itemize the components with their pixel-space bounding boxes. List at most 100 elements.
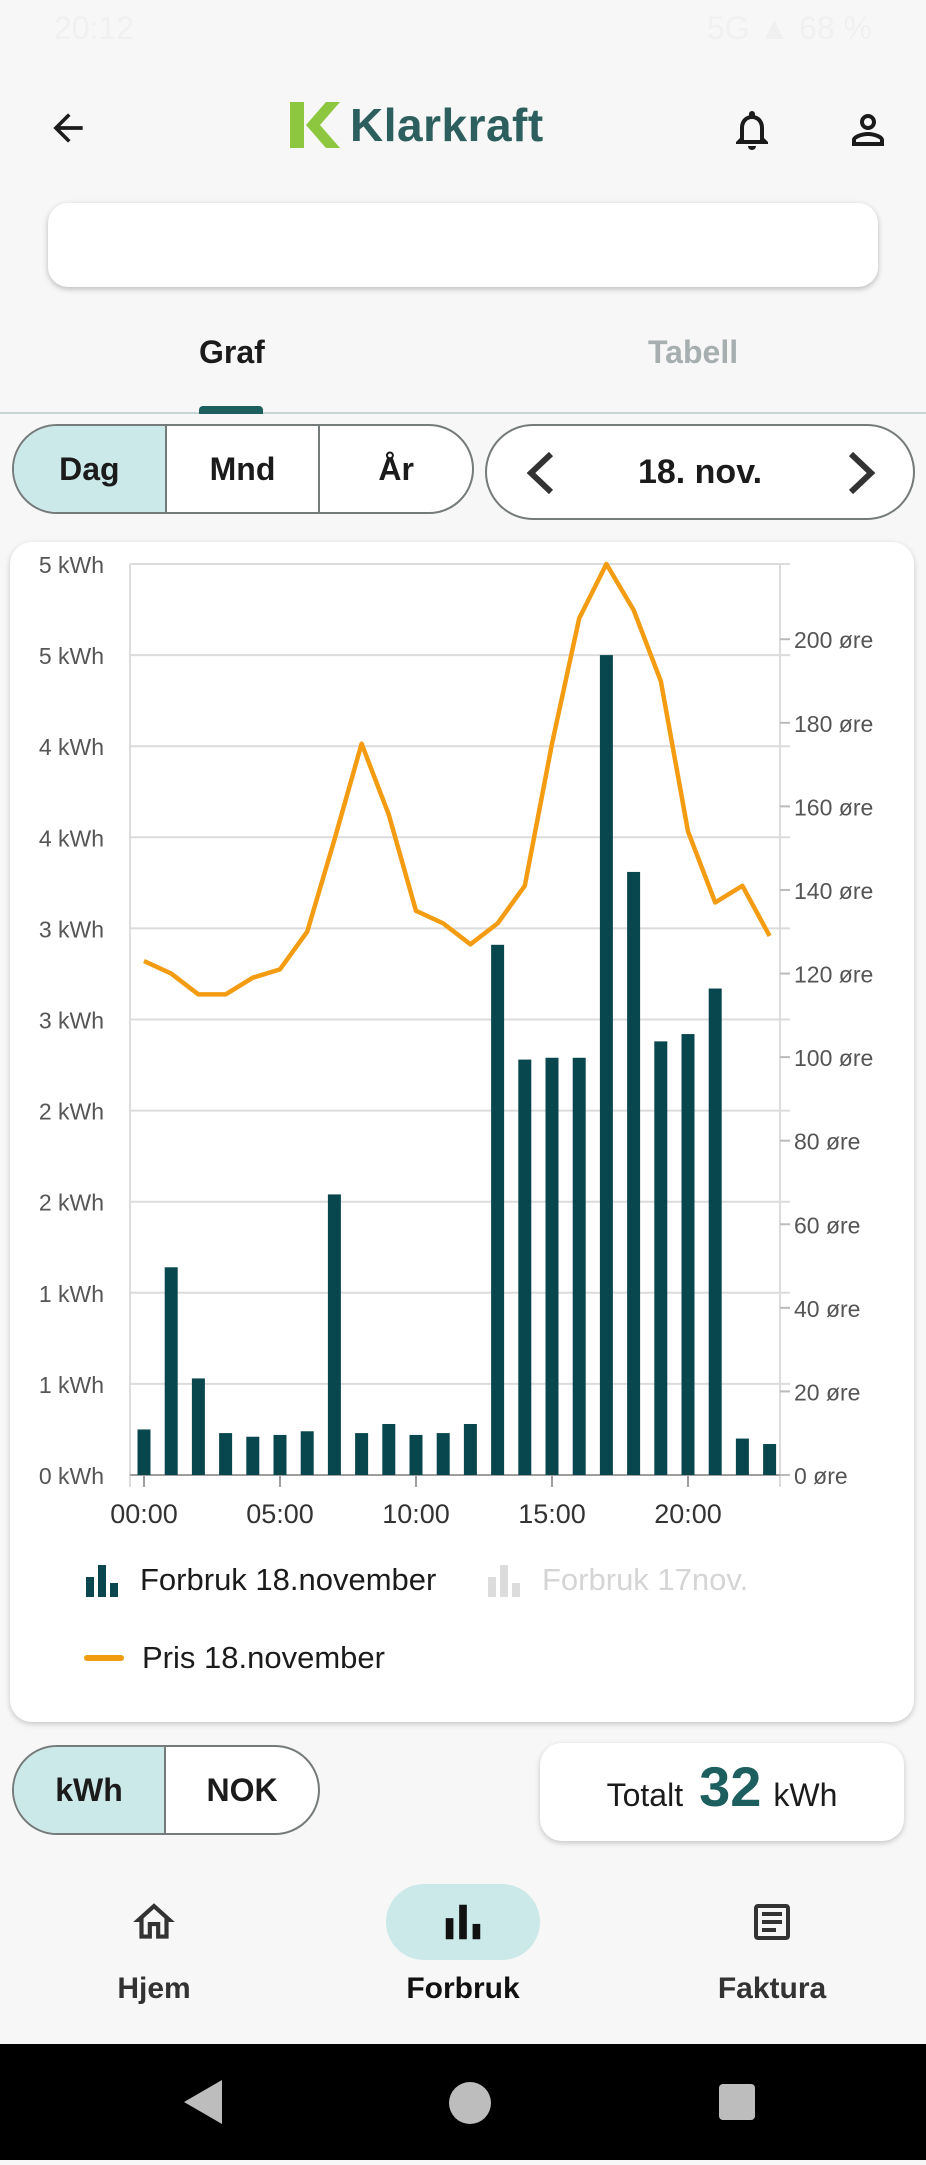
y-tick-label: 3 kWh xyxy=(39,916,104,942)
bar-chart-icon xyxy=(488,1565,520,1597)
nav-usage-label: Forbruk xyxy=(406,1972,520,2005)
usage-bar xyxy=(735,1438,749,1475)
previous-date-button[interactable] xyxy=(515,448,565,498)
y-tick-label: 5 kWh xyxy=(39,552,104,578)
y2-tick-label: 200 øre xyxy=(794,627,873,653)
app-header: Klarkraft xyxy=(0,60,926,190)
system-home-icon[interactable] xyxy=(449,2082,491,2124)
legend-label-usage-yesterday: Forbruk 17nov. xyxy=(542,1562,749,1597)
nav-usage[interactable]: Forbruk xyxy=(343,1860,583,2006)
y-tick-label: 4 kWh xyxy=(39,734,104,760)
price-line xyxy=(143,561,772,997)
y2-tick-label: 20 øre xyxy=(794,1379,860,1405)
usage-bar xyxy=(627,871,641,1475)
date-navigator: 18. nov. xyxy=(485,424,915,520)
bottom-navigation: Hjem Forbruk Faktura xyxy=(0,1860,926,2044)
legend-label-price: Pris 18.november xyxy=(142,1640,385,1675)
usage-bar xyxy=(599,655,613,1475)
tab-graph[interactable]: Graf xyxy=(199,334,265,370)
total-unit: kWh xyxy=(773,1777,838,1813)
usage-bar xyxy=(327,1194,341,1475)
chevron-right-icon xyxy=(848,451,876,495)
address-selector[interactable] xyxy=(48,203,878,287)
system-recents-icon[interactable] xyxy=(719,2084,755,2120)
system-back-icon[interactable] xyxy=(184,2080,222,2124)
x-tick-label: 15:00 xyxy=(518,1499,586,1529)
tab-table[interactable]: Tabell xyxy=(648,334,739,370)
y2-tick-label: 120 øre xyxy=(794,962,873,988)
y2-tick-label: 100 øre xyxy=(794,1045,873,1071)
chart-bars xyxy=(137,655,777,1475)
chart-y2-axis-labels: 0 øre 20 øre 40 øre 60 øre 80 øre 100 øre 120 … xyxy=(794,627,873,1489)
x-tick-label: 00:00 xyxy=(110,1499,178,1529)
brand-logo: Klarkraft xyxy=(290,98,544,152)
chart-price-line xyxy=(143,561,772,997)
nav-home[interactable]: Hjem xyxy=(34,1860,274,2006)
status-indicators: 5G ▲ 68 % xyxy=(706,10,872,46)
legend-label-usage-today: Forbruk 18.november xyxy=(140,1562,437,1597)
tab-indicator xyxy=(199,406,263,414)
nav-invoice[interactable]: Faktura xyxy=(652,1860,892,2006)
y2-tick-label: 160 øre xyxy=(794,794,873,820)
chart-x-axis-labels: 00:00 05:00 10:00 15:00 20:00 xyxy=(110,1499,722,1529)
usage-bar xyxy=(681,1034,695,1475)
y2-tick-label: 60 øre xyxy=(794,1212,860,1238)
usage-bar xyxy=(191,1378,205,1475)
y-tick-label: 0 kWh xyxy=(39,1463,104,1489)
current-date: 18. nov. xyxy=(637,453,763,491)
y-tick-label: 2 kWh xyxy=(39,1099,104,1125)
user-icon xyxy=(852,114,884,146)
total-summary: Totalt 32 kWh xyxy=(540,1743,904,1841)
system-nav-icons xyxy=(184,2080,755,2124)
legend-item-usage-today[interactable]: Forbruk 18.november xyxy=(84,1562,436,1598)
bar-chart-icon xyxy=(445,1904,481,1940)
invoice-icon xyxy=(754,1904,790,1940)
y-tick-label: 1 kWh xyxy=(39,1281,104,1307)
usage-bar xyxy=(708,988,722,1475)
legend-item-price[interactable]: Pris 18.november xyxy=(84,1640,385,1676)
bar-chart-icon xyxy=(86,1565,118,1597)
usage-bar xyxy=(545,1057,559,1475)
y2-tick-label: 0 øre xyxy=(794,1463,848,1489)
unit-kwh-button[interactable]: kWh xyxy=(14,1747,167,1833)
x-tick-label: 20:00 xyxy=(654,1499,722,1529)
period-year-button[interactable]: År xyxy=(378,450,414,487)
brand-name: Klarkraft xyxy=(350,99,544,151)
y-tick-label: 5 kWh xyxy=(39,643,104,669)
y-tick-label: 4 kWh xyxy=(39,825,104,851)
x-tick-label: 05:00 xyxy=(246,1499,314,1529)
usage-bar xyxy=(382,1423,396,1475)
period-month-button[interactable]: Mnd xyxy=(167,426,321,512)
chart-y-axis-labels: 0 kWh 1 kWh 1 kWh 2 kWh 2 kWh 3 kWh 3 kWh 4 kWh… xyxy=(39,552,104,1489)
bell-icon xyxy=(736,111,768,150)
usage-bar xyxy=(273,1434,287,1475)
usage-bar xyxy=(654,1041,668,1475)
unit-selector: kWh NOK xyxy=(12,1745,320,1835)
legend-item-usage-yesterday[interactable]: Forbruk 17nov. xyxy=(486,1562,748,1598)
home-icon xyxy=(133,1903,175,1939)
back-arrow-icon xyxy=(53,113,83,143)
usage-bar xyxy=(491,944,505,1475)
view-tabs: Graf Tabell xyxy=(0,320,926,414)
y2-tick-label: 40 øre xyxy=(794,1296,860,1322)
usage-chart: 0 kWh 1 kWh 1 kWh 2 kWh 2 kWh 3 kWh 3 kWh 4 kWh… xyxy=(39,552,873,1529)
usage-bar xyxy=(409,1434,423,1475)
notifications-button[interactable] xyxy=(722,100,782,160)
y2-tick-label: 180 øre xyxy=(794,711,873,737)
usage-chart-card: 0 kWh 1 kWh 1 kWh 2 kWh 2 kWh 3 kWh 3 kWh 4 kWh… xyxy=(10,542,914,1722)
total-value: 32 xyxy=(699,1755,762,1818)
back-button[interactable] xyxy=(40,100,96,156)
y2-tick-label: 140 øre xyxy=(794,878,873,904)
usage-bar xyxy=(219,1433,233,1475)
next-date-button[interactable] xyxy=(837,448,887,498)
y-tick-label: 2 kWh xyxy=(39,1190,104,1216)
usage-bar xyxy=(518,1059,532,1475)
usage-bar xyxy=(355,1433,369,1475)
unit-nok-button[interactable]: NOK xyxy=(206,1771,278,1808)
profile-button[interactable] xyxy=(838,100,898,160)
usage-bar xyxy=(137,1429,151,1475)
status-bar: 20:12 5G ▲ 68 % xyxy=(0,0,926,60)
chevron-left-icon xyxy=(526,451,554,495)
period-day-button[interactable]: Dag xyxy=(14,426,167,512)
y-tick-label: 3 kWh xyxy=(39,1008,104,1034)
